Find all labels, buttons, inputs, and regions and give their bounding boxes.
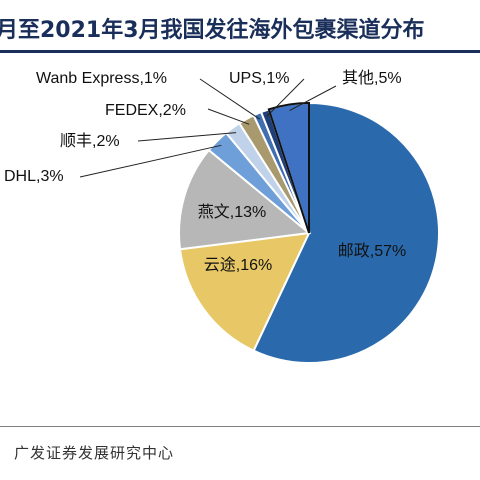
title-divider bbox=[0, 50, 480, 53]
leader-line bbox=[79, 144, 222, 178]
slice-label: Wanb Express,1% bbox=[36, 70, 167, 87]
source-note: 广发证券发展研究中心 bbox=[14, 444, 175, 462]
leader-line bbox=[199, 78, 261, 120]
chart-area: 邮政,57% 云途,16% 燕文,13% DHL,3% 顺丰,2% FEDEX,2% Wan… bbox=[0, 55, 480, 415]
leader-line bbox=[207, 108, 250, 125]
slice-label: 燕文,13% bbox=[198, 203, 266, 221]
pie-slice-outline bbox=[267, 101, 310, 234]
pie-slice-3 bbox=[178, 148, 312, 251]
leader-line bbox=[266, 78, 305, 117]
leader-line bbox=[289, 85, 337, 111]
slice-label: DHL,3% bbox=[4, 168, 64, 185]
source-divider bbox=[0, 426, 480, 427]
pie-slice-2 bbox=[178, 231, 311, 352]
slice-label: FEDEX,2% bbox=[105, 102, 186, 119]
title-bar: 月至2021年3月我国发往海外包裹渠道分布 bbox=[0, 0, 480, 60]
chart-title: 月至2021年3月我国发往海外包裹渠道分布 bbox=[0, 18, 425, 43]
slice-label: 顺丰,2% bbox=[60, 132, 120, 150]
slice-label: UPS,1% bbox=[229, 70, 289, 87]
pie-slice-1 bbox=[252, 101, 440, 364]
leader-line bbox=[137, 132, 237, 142]
slice-label: 云途,16% bbox=[204, 256, 272, 274]
slice-label: 其他,5% bbox=[342, 69, 402, 87]
pie-chart: 邮政,57% 云途,16% 燕文,13% DHL,3% 顺丰,2% FEDEX,2% Wan… bbox=[4, 69, 440, 364]
slice-label: 邮政,57% bbox=[338, 242, 406, 260]
